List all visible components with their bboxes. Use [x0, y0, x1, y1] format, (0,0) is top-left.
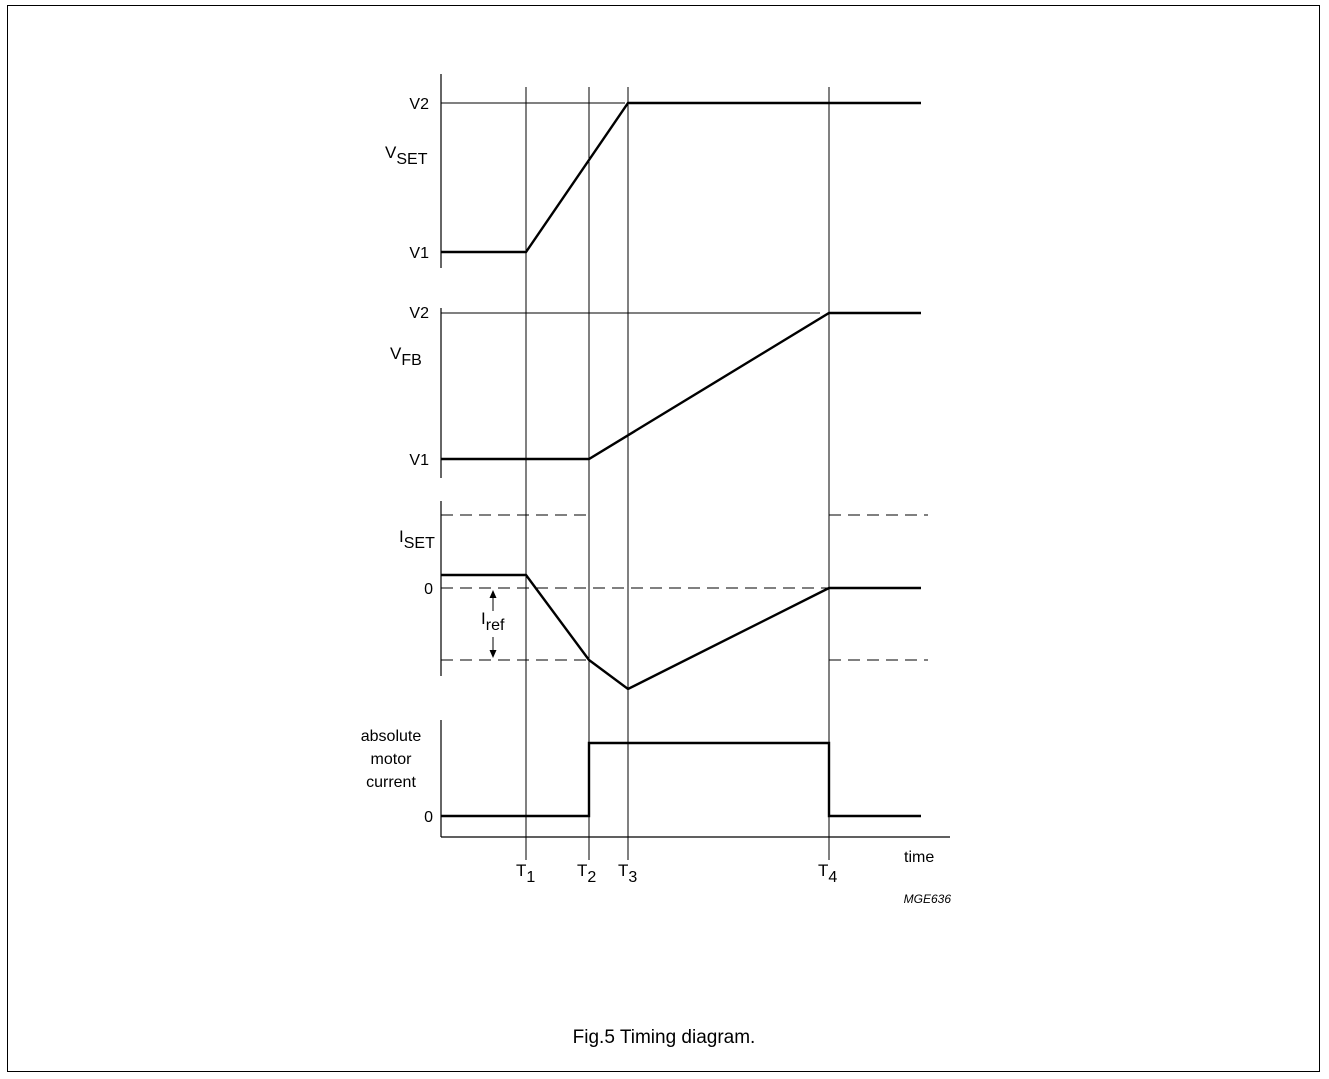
motor-label-line-3: current [366, 774, 416, 791]
marker-label-t4: T4 [818, 861, 837, 886]
figure-frame [7, 5, 1320, 1072]
iref-label: Iref [481, 609, 505, 634]
motor-label-line-2: motor [371, 751, 413, 768]
vset-waveform [441, 101, 921, 254]
vset-signal-label: VSET [385, 143, 428, 168]
iset-waveform [441, 573, 921, 691]
motor-current-waveform [441, 741, 921, 818]
vfb-signal-label: VFB [390, 344, 422, 369]
vfb-waveform [441, 311, 921, 461]
iset-signal-label: ISET [399, 527, 435, 552]
vfb-v1-label: V1 [409, 452, 429, 469]
iset-zero-label: 0 [424, 581, 433, 598]
motor-label-line-1: absolute [361, 728, 422, 745]
marker-label-t1: T1 [516, 861, 535, 886]
iref-arrow-down-head [489, 650, 497, 658]
motor-zero-label: 0 [424, 809, 433, 826]
marker-label-t3: T3 [618, 861, 637, 886]
vfb-v2-label: V2 [409, 305, 429, 322]
marker-label-t2: T2 [577, 861, 596, 886]
iref-arrow-up-head [489, 590, 497, 598]
figure-caption: Fig.5 Timing diagram. [573, 1027, 756, 1048]
vset-v1-label: V1 [409, 245, 429, 262]
figure-code: MGE636 [904, 892, 952, 906]
time-axis-label: time [904, 849, 934, 866]
vset-v2-label: V2 [409, 96, 429, 113]
